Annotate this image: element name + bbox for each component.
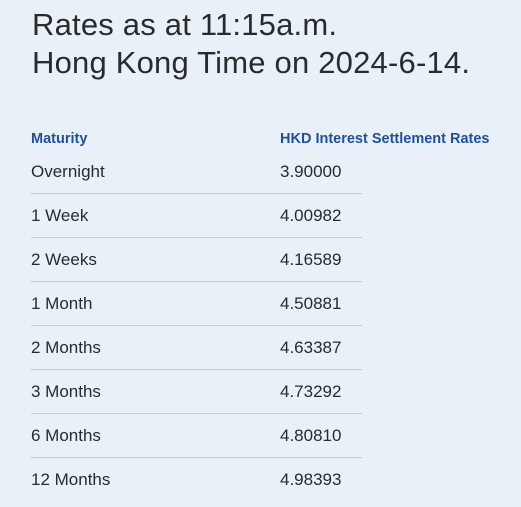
table-row: Overnight 3.90000	[31, 150, 521, 194]
page-title-line-1: Rates as at 11:15a.m.	[32, 7, 338, 42]
rates-table-header: Maturity HKD Interest Settlement Rates	[31, 129, 521, 153]
table-row: 1 Month 4.50881	[31, 282, 521, 326]
table-row: 12 Months 4.98393	[31, 458, 521, 502]
rate-cell: 4.73292	[280, 382, 342, 401]
table-row: 6 Months 4.80810	[31, 414, 521, 458]
rate-cell: 3.90000	[280, 162, 342, 181]
table-row: 1 Week 4.00982	[31, 194, 521, 238]
maturity-cell: Overnight	[31, 162, 105, 181]
maturity-cell: 1 Week	[31, 206, 89, 225]
maturity-cell: 2 Months	[31, 338, 101, 357]
maturity-cell: 6 Months	[31, 426, 101, 445]
maturity-cell: 2 Weeks	[31, 250, 97, 269]
table-row: 3 Months 4.73292	[31, 370, 521, 414]
page-title: Rates as at 11:15a.m. Hong Kong Time on …	[32, 6, 470, 82]
column-header-rate: HKD Interest Settlement Rates	[280, 131, 490, 147]
page-title-line-2: Hong Kong Time on 2024-6-14.	[32, 45, 471, 80]
rate-cell: 4.98393	[280, 470, 342, 489]
maturity-cell: 3 Months	[31, 382, 101, 401]
rate-cell: 4.16589	[280, 250, 342, 269]
table-row: 2 Months 4.63387	[31, 326, 521, 370]
column-header-maturity: Maturity	[31, 131, 88, 147]
rate-cell: 4.00982	[280, 206, 342, 225]
rate-cell: 4.80810	[280, 426, 342, 445]
rate-cell: 4.63387	[280, 338, 342, 357]
rates-table: Overnight 3.90000 1 Week 4.00982 2 Weeks…	[31, 150, 521, 502]
maturity-cell: 1 Month	[31, 294, 93, 313]
maturity-cell: 12 Months	[31, 470, 111, 489]
rate-cell: 4.50881	[280, 294, 342, 313]
table-row: 2 Weeks 4.16589	[31, 238, 521, 282]
